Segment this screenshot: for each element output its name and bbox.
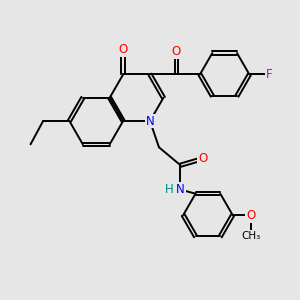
Text: H: H <box>165 183 173 196</box>
Text: CH₃: CH₃ <box>241 231 260 241</box>
Text: F: F <box>266 68 273 81</box>
Text: N: N <box>176 183 185 196</box>
Text: O: O <box>172 45 181 58</box>
Text: N: N <box>146 115 154 128</box>
Text: O: O <box>118 44 128 56</box>
Text: O: O <box>246 208 255 222</box>
Text: O: O <box>198 152 208 165</box>
